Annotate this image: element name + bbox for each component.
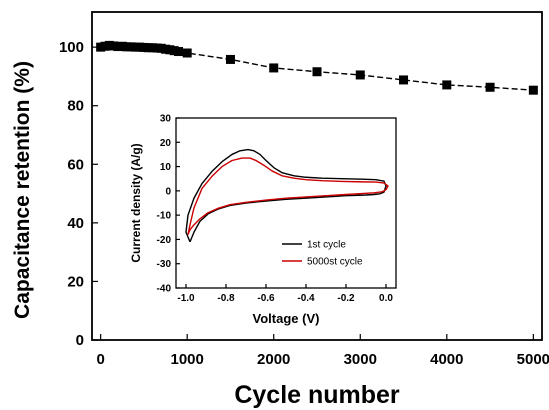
main-x-ticks: 0 1000 2000 3000 4000 5000 <box>96 334 549 368</box>
legend-label-5000st-cycle: 5000st cycle <box>307 257 363 268</box>
main-x-tick-label: 1000 <box>171 351 204 368</box>
main-x-tick-label: 2000 <box>257 351 290 368</box>
inset-x-tick-label: -0.6 <box>257 293 275 304</box>
legend-item-5000st-cycle: 5000st cycle <box>282 257 363 268</box>
legend-label-1st-cycle: 1st cycle <box>307 240 346 251</box>
inset-y-axis-label: Current density (A/g) <box>129 143 143 262</box>
main-y-tick-label: 60 <box>67 156 84 173</box>
inset-y-tick-label: -10 <box>157 211 172 222</box>
inset-x-axis-label: Voltage (V) <box>253 311 320 326</box>
main-data-point <box>225 54 235 64</box>
main-y-axis-label: Capacitance retention (%) <box>11 61 34 319</box>
main-data-point <box>312 67 322 77</box>
main-data-point <box>174 47 184 57</box>
main-x-tick-label: 5000 <box>517 351 549 368</box>
main-y-tick-label: 40 <box>67 215 84 232</box>
inset-plot-frame <box>175 117 397 289</box>
main-data-point <box>355 70 365 80</box>
main-x-tick-label: 3000 <box>344 351 377 368</box>
inset-x-tick-label: -0.8 <box>217 293 235 304</box>
inset-x-tick-label: -0.4 <box>297 293 315 304</box>
main-x-tick-label: 4000 <box>430 351 463 368</box>
inset-y-ticks: -40 -30 -20 -10 0 10 20 30 <box>157 114 180 295</box>
inset-y-tick-label: -20 <box>157 235 172 246</box>
main-x-axis-label: Cycle number <box>234 381 400 409</box>
main-data-point <box>269 63 279 73</box>
legend-item-1st-cycle: 1st cycle <box>282 240 346 251</box>
main-data-point <box>442 80 452 90</box>
cv-curve-1st-cycle <box>185 148 387 243</box>
inset-x-tick-label: -0.2 <box>337 293 355 304</box>
main-y-tick-label: 100 <box>59 39 84 56</box>
main-data-point <box>182 48 192 58</box>
inset-chart: -1.0 -0.8 -0.6 -0.4 -0.2 0.0 -40 -30 -20 -10 0 10 2… <box>129 114 397 326</box>
inset-series <box>185 148 389 243</box>
main-data-point <box>399 75 409 85</box>
main-data-point <box>528 85 538 95</box>
main-data-point <box>485 82 495 92</box>
main-y-tick-label: 0 <box>76 332 84 349</box>
cv-curve-5000st-cycle <box>187 157 389 235</box>
main-series <box>96 40 538 95</box>
main-y-tick-label: 20 <box>67 273 84 290</box>
inset-x-ticks: -1.0 -0.8 -0.6 -0.4 -0.2 0.0 <box>177 284 393 304</box>
inset-y-tick-label: -30 <box>157 259 172 270</box>
main-y-ticks: 0 20 40 60 80 100 <box>59 39 98 349</box>
inset-y-tick-label: 10 <box>160 162 172 173</box>
inset-y-tick-label: 20 <box>160 138 172 149</box>
inset-x-tick-label: -1.0 <box>177 293 195 304</box>
main-x-tick-label: 0 <box>96 351 104 368</box>
inset-x-tick-label: 0.0 <box>379 293 393 304</box>
main-y-tick-label: 80 <box>67 98 84 115</box>
inset-y-tick-label: 0 <box>165 186 171 197</box>
inset-legend: 1st cycle 5000st cycle <box>282 240 363 268</box>
inset-y-tick-label: 30 <box>160 114 172 125</box>
inset-y-tick-label: -40 <box>157 284 172 295</box>
